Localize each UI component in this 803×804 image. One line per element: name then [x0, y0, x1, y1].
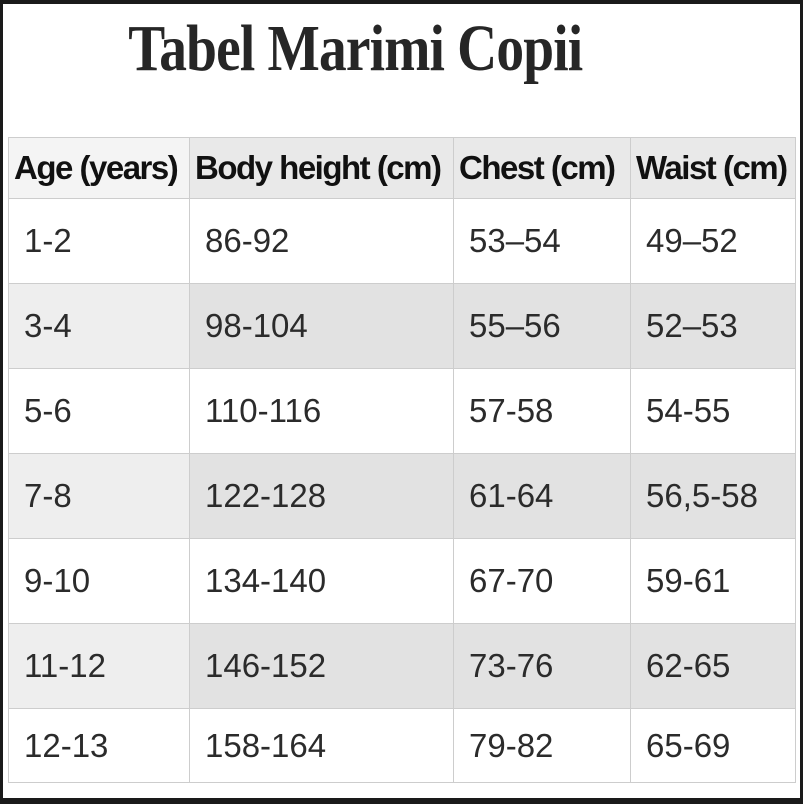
page-title: Tabel Marimi Copii [128, 12, 583, 85]
table-row: 1-2 86-92 53–54 49–52 [8, 198, 796, 284]
column-header-chest: Chest (cm) [453, 137, 631, 199]
cell-waist: 59-61 [630, 538, 796, 624]
cell-chest: 79-82 [453, 708, 631, 783]
cell-waist: 52–53 [630, 283, 796, 369]
cell-chest: 61-64 [453, 453, 631, 539]
table-row: 3-4 98-104 55–56 52–53 [8, 283, 796, 369]
cell-chest: 53–54 [453, 198, 631, 284]
table-row: 12-13 158-164 79-82 65-69 [8, 708, 796, 783]
cell-waist: 62-65 [630, 623, 796, 709]
cell-height: 86-92 [189, 198, 454, 284]
table-row: 9-10 134-140 67-70 59-61 [8, 538, 796, 624]
table-row: 11-12 146-152 73-76 62-65 [8, 623, 796, 709]
table-row: 5-6 110-116 57-58 54-55 [8, 368, 796, 454]
cell-waist: 49–52 [630, 198, 796, 284]
column-header-age: Age (years) [8, 137, 190, 199]
cell-height: 98-104 [189, 283, 454, 369]
cell-waist: 65-69 [630, 708, 796, 783]
table-header-row: Age (years) Body height (cm) Chest (cm) … [8, 137, 796, 199]
cell-chest: 57-58 [453, 368, 631, 454]
cell-age: 5-6 [8, 368, 190, 454]
cell-height: 134-140 [189, 538, 454, 624]
cell-waist: 56,5-58 [630, 453, 796, 539]
cell-height: 110-116 [189, 368, 454, 454]
column-header-height: Body height (cm) [189, 137, 454, 199]
children-size-table: Age (years) Body height (cm) Chest (cm) … [8, 137, 796, 783]
cell-waist: 54-55 [630, 368, 796, 454]
cell-chest: 55–56 [453, 283, 631, 369]
table-row: 7-8 122-128 61-64 56,5-58 [8, 453, 796, 539]
column-header-waist: Waist (cm) [630, 137, 796, 199]
cell-age: 7-8 [8, 453, 190, 539]
cell-age: 3-4 [8, 283, 190, 369]
cell-height: 158-164 [189, 708, 454, 783]
cell-age: 12-13 [8, 708, 190, 783]
cell-age: 11-12 [8, 623, 190, 709]
cell-chest: 67-70 [453, 538, 631, 624]
cell-chest: 73-76 [453, 623, 631, 709]
cell-height: 122-128 [189, 453, 454, 539]
cell-age: 1-2 [8, 198, 190, 284]
cell-age: 9-10 [8, 538, 190, 624]
title-area: Tabel Marimi Copii [3, 16, 800, 112]
cell-height: 146-152 [189, 623, 454, 709]
